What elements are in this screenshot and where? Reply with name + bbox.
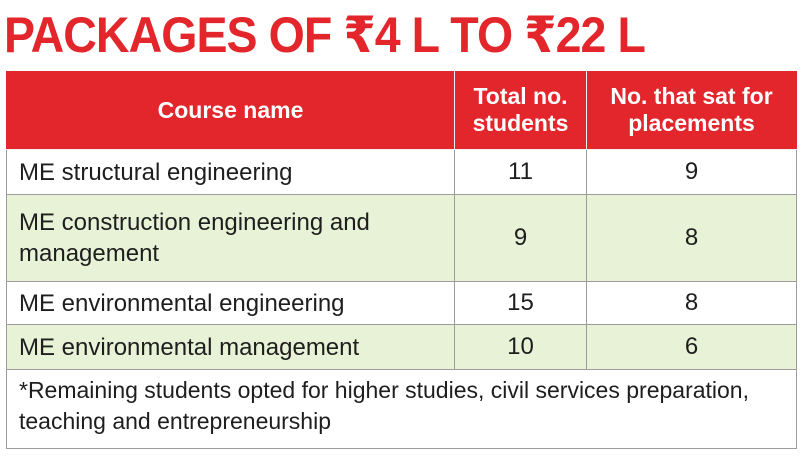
table-row: ME environmental management 10 6 [6, 324, 797, 370]
course-name-cell: ME construction engineering and manageme… [6, 194, 455, 282]
total-students-cell: 11 [454, 149, 587, 195]
course-name-cell: ME structural engineering [6, 149, 455, 195]
footnote: *Remaining students opted for higher stu… [6, 369, 797, 449]
page-title: PACKAGES OF ₹4 L TO ₹22 L [4, 7, 646, 63]
table-row: ME structural engineering 11 9 [6, 149, 797, 195]
total-students-cell: 9 [454, 194, 587, 282]
header-course-name: Course name [6, 71, 455, 150]
header-sat-for-placements: No. that sat for placements [586, 71, 797, 150]
sat-placements-cell: 6 [586, 324, 797, 370]
total-students-cell: 10 [454, 324, 587, 370]
table-row: ME environmental engineering 15 8 [6, 281, 797, 325]
table-row: ME construction engineering and manageme… [6, 194, 797, 282]
sat-placements-cell: 9 [586, 149, 797, 195]
placements-table: Course name Total no. students No. that … [6, 71, 797, 449]
sat-placements-cell: 8 [586, 194, 797, 282]
course-name-cell: ME environmental engineering [6, 281, 455, 325]
header-total-students: Total no. students [454, 71, 587, 150]
course-name-cell: ME environmental management [6, 324, 455, 370]
footnote-row: *Remaining students opted for higher stu… [6, 369, 797, 449]
table-header-row: Course name Total no. students No. that … [6, 71, 797, 150]
total-students-cell: 15 [454, 281, 587, 325]
sat-placements-cell: 8 [586, 281, 797, 325]
